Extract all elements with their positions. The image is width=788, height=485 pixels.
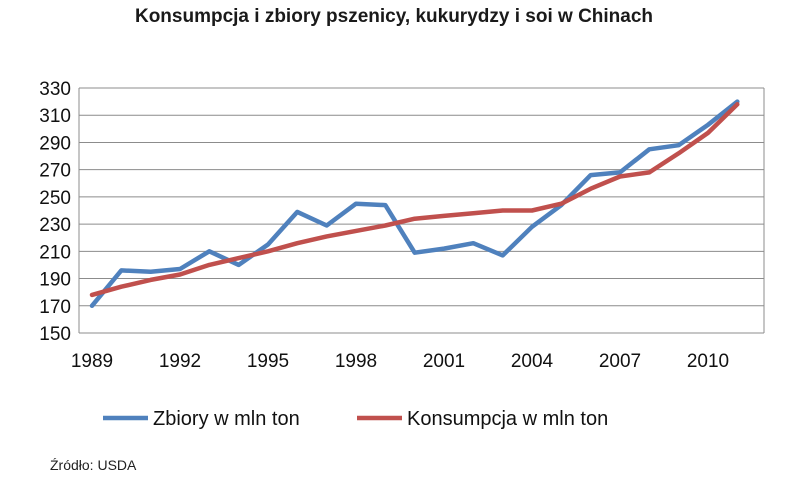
y-tick-label: 150 xyxy=(39,324,71,345)
y-tick-label: 170 xyxy=(39,297,71,318)
y-tick-label: 250 xyxy=(39,188,71,209)
y-axis-ticks: 150 170 190 210 230 250 270 290 310 330 xyxy=(39,79,71,345)
x-tick-label: 1998 xyxy=(335,351,377,372)
x-tick-label: 2010 xyxy=(687,351,729,372)
y-tick-label: 230 xyxy=(39,215,71,236)
x-tick-label: 2007 xyxy=(599,351,641,372)
x-tick-label: 1992 xyxy=(159,351,201,372)
gridlines xyxy=(78,87,765,334)
y-tick-label: 270 xyxy=(39,161,71,182)
x-tick-label: 1995 xyxy=(247,351,289,372)
legend-label-1: Konsumpcja w mln ton xyxy=(407,408,608,430)
y-tick-label: 190 xyxy=(39,270,71,291)
x-tick-label: 2001 xyxy=(423,351,465,372)
y-tick-label: 310 xyxy=(39,106,71,127)
legend: Zbiory w mln ton Konsumpcja w mln ton xyxy=(103,408,608,430)
chart-title: Konsumpcja i zbiory pszenicy, kukurydzy … xyxy=(134,6,654,27)
x-tick-label: 1989 xyxy=(71,351,113,372)
x-tick-label: 2004 xyxy=(511,351,554,372)
series-line-0 xyxy=(89,99,740,309)
source-note: Źródło: USDA xyxy=(50,457,137,473)
series-lines xyxy=(89,99,740,309)
y-tick-label: 210 xyxy=(39,242,71,263)
x-axis-ticks: 1989 1992 1995 1998 2001 2004 2007 2010 xyxy=(71,351,729,372)
legend-label-0: Zbiory w mln ton xyxy=(153,408,300,430)
series-line-1 xyxy=(89,102,740,298)
y-tick-label: 290 xyxy=(39,133,71,154)
y-tick-label: 330 xyxy=(39,79,71,100)
